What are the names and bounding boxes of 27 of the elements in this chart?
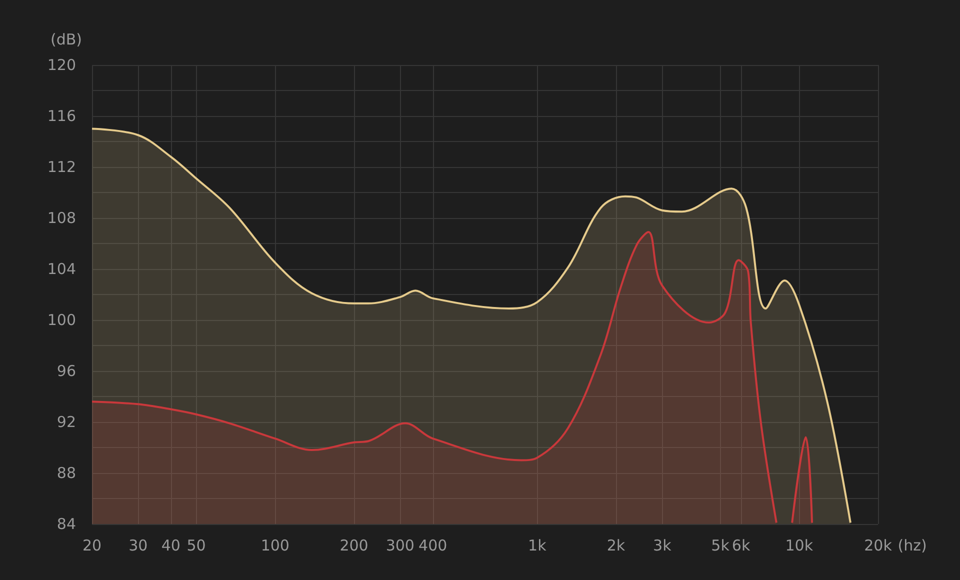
x-tick-label: 6k	[732, 536, 750, 554]
x-tick-label: 10k	[785, 536, 814, 554]
x-tick-label: 1k	[528, 536, 547, 554]
x-tick-label: 20k	[864, 536, 892, 554]
y-tick-label: 100	[47, 311, 76, 329]
y-tick-label: 108	[47, 209, 76, 227]
y-tick-label: 112	[47, 158, 76, 176]
x-tick-label: 50	[186, 536, 206, 554]
y-tick-label: 116	[47, 107, 76, 125]
x-tick-label: 3k	[653, 536, 672, 554]
x-tick-label: 30	[128, 536, 148, 554]
x-tick-label: 40	[161, 536, 180, 554]
x-tick-label: 100	[260, 536, 290, 554]
y-tick-label: 104	[47, 260, 76, 278]
x-tick-label: 20	[82, 536, 102, 554]
y-tick-label: 88	[56, 464, 76, 482]
x-tick-label: 2k	[606, 536, 626, 554]
x-tick-label: 5k	[711, 536, 730, 554]
x-axis-title: (hz)	[898, 536, 927, 554]
y-tick-label: 92	[56, 413, 76, 431]
y-tick-label: 84	[56, 515, 76, 533]
y-axis-title: (dB)	[50, 30, 82, 48]
x-tick-label: 400	[418, 536, 448, 554]
x-tick-label: 300	[386, 536, 414, 554]
y-tick-label: 96	[56, 362, 76, 380]
x-tick-label: 200	[340, 536, 368, 554]
y-tick-label: 120	[47, 56, 76, 74]
